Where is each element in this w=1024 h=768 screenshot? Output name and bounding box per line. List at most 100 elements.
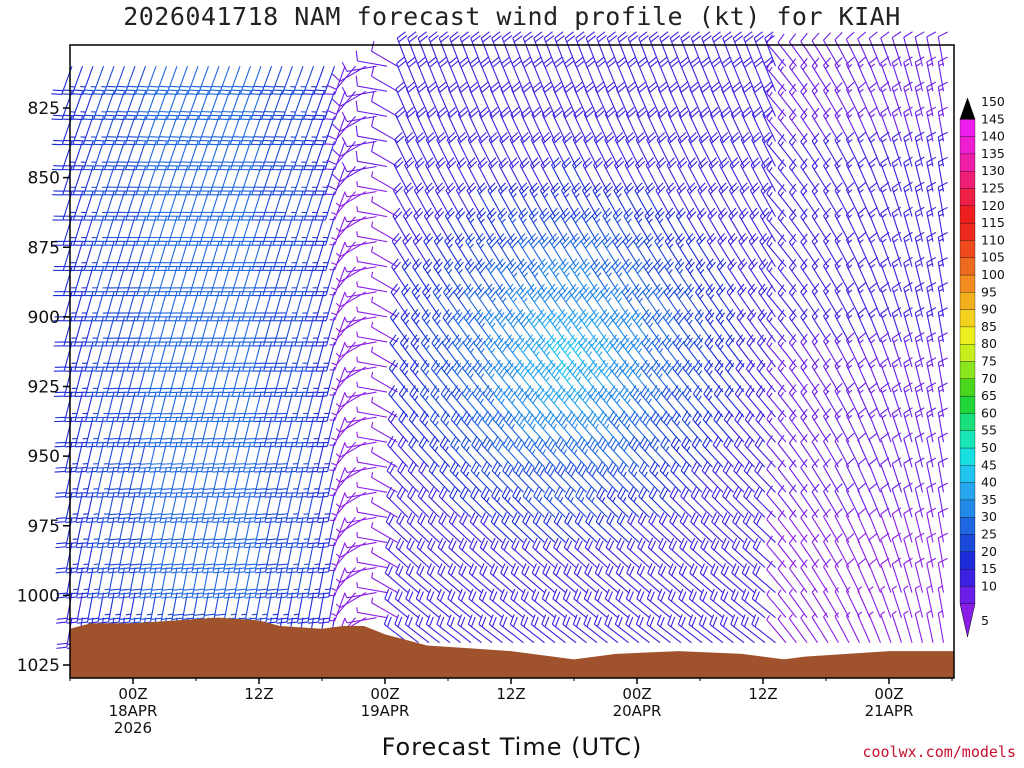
wind-barb xyxy=(157,216,178,246)
wind-barb xyxy=(210,291,231,322)
wind-barb xyxy=(344,341,377,348)
wind-barb xyxy=(117,391,136,423)
wind-barb xyxy=(389,334,409,368)
colorbar-label: 30 xyxy=(981,509,997,524)
wind-barb xyxy=(158,341,178,372)
wind-barb xyxy=(452,334,472,368)
wind-barb xyxy=(344,441,377,448)
wind-barb xyxy=(125,166,147,196)
wind-barb xyxy=(180,417,199,448)
wind-barb xyxy=(115,216,136,246)
wind-barb xyxy=(116,291,136,322)
wind-barb xyxy=(562,588,587,619)
colorbar-swatch xyxy=(959,188,976,206)
wind-barb xyxy=(104,191,126,221)
wind-barb xyxy=(168,291,189,322)
wind-barb xyxy=(85,341,105,372)
wind-barb xyxy=(573,588,598,619)
wind-barb xyxy=(719,614,745,644)
wind-barb xyxy=(891,31,903,67)
wind-barb xyxy=(127,316,147,347)
wind-barb xyxy=(178,166,199,196)
colorbar-swatch xyxy=(959,171,976,189)
colorbar-swatch xyxy=(959,119,976,137)
x-tick-label: 00Z xyxy=(622,685,651,703)
wind-barb xyxy=(395,563,419,594)
wind-barb xyxy=(370,597,398,619)
wind-barb xyxy=(190,316,210,347)
wind-barb xyxy=(651,334,671,368)
colorbar-swatch xyxy=(959,136,976,155)
wind-barb xyxy=(158,366,178,397)
wind-barb xyxy=(573,563,598,594)
y-tick-label: 975 xyxy=(28,517,60,537)
wind-barb xyxy=(394,588,419,619)
wind-barb xyxy=(370,66,398,92)
wind-barb xyxy=(136,166,157,196)
wind-barb xyxy=(148,391,168,423)
wind-barb xyxy=(127,417,147,448)
wind-barb xyxy=(525,334,545,368)
wind-barb xyxy=(405,588,430,619)
wind-barb xyxy=(557,334,577,368)
x-tick-label: 20APR xyxy=(613,702,662,720)
wind-barb xyxy=(766,259,787,293)
wind-barb xyxy=(630,334,650,368)
wind-barb xyxy=(188,166,210,196)
wind-barb xyxy=(75,417,94,448)
wind-barb xyxy=(344,566,377,574)
wind-barb xyxy=(344,366,377,373)
wind-barb xyxy=(552,563,577,594)
wind-barb xyxy=(105,266,126,297)
wind-barb xyxy=(315,241,336,271)
x-tick-label: 00Z xyxy=(118,685,147,703)
wind-barb xyxy=(73,241,94,271)
wind-barb xyxy=(426,563,451,594)
credit-link[interactable]: coolwx.com/models xyxy=(862,743,1016,761)
wind-barb xyxy=(314,116,336,146)
x-tick-label: 19APR xyxy=(361,702,410,720)
wind-barb xyxy=(604,588,629,619)
wind-barb xyxy=(84,266,105,297)
colorbar-label: 20 xyxy=(981,544,997,559)
wind-barb xyxy=(704,334,724,368)
wind-barb xyxy=(446,614,472,644)
wind-barb xyxy=(405,563,430,594)
wind-barb xyxy=(746,334,766,368)
wind-barb xyxy=(179,341,199,372)
colorbar-swatch xyxy=(959,465,976,483)
wind-barb xyxy=(344,516,377,524)
wind-barb xyxy=(903,610,913,643)
wind-barb xyxy=(315,266,336,297)
wind-barb xyxy=(188,141,210,171)
x-tick-label: 12Z xyxy=(496,685,525,703)
colorbar-label: 35 xyxy=(981,492,997,507)
wind-barb xyxy=(447,563,472,594)
wind-barb xyxy=(777,614,797,644)
wind-barb xyxy=(106,391,126,423)
wind-barb xyxy=(83,191,105,221)
wind-barb xyxy=(201,417,220,448)
wind-barb xyxy=(179,266,199,297)
x-tick-label: 12Z xyxy=(748,685,777,703)
wind-barb xyxy=(211,316,231,347)
y-axis: 825 850 875 900 925 950 975 1000 1025 xyxy=(17,99,70,676)
colorbar-label: 55 xyxy=(981,423,997,438)
wind-barb xyxy=(416,563,440,594)
wind-barb xyxy=(657,563,682,594)
colorbar-swatch xyxy=(959,361,976,379)
wind-barb xyxy=(834,32,850,67)
wind-barb xyxy=(626,563,650,594)
wind-barb xyxy=(370,196,398,218)
wind-barb xyxy=(731,563,755,594)
wind-barb xyxy=(594,588,619,619)
wind-barb xyxy=(85,417,105,448)
wind-barb xyxy=(147,266,168,297)
wind-barb xyxy=(344,391,377,398)
wind-barb xyxy=(479,563,503,594)
wind-barb xyxy=(751,588,776,619)
wind-barb xyxy=(136,191,157,221)
wind-barb xyxy=(636,563,661,594)
wind-barb xyxy=(169,417,189,448)
wind-barb xyxy=(699,563,724,594)
